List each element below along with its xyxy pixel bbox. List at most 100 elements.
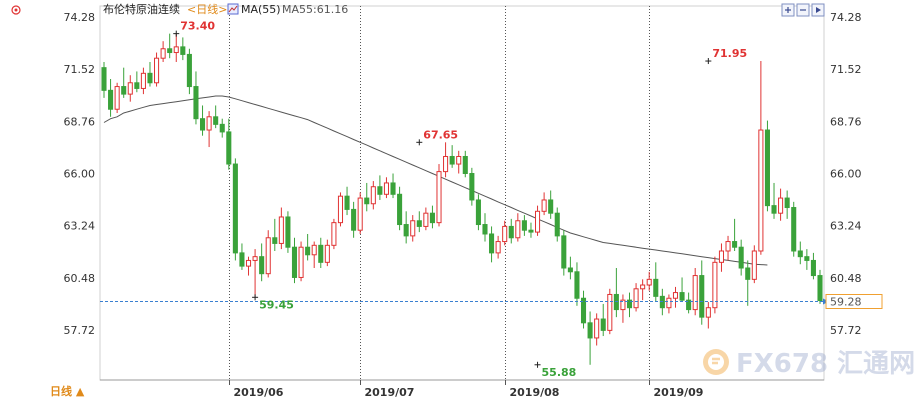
candle-down xyxy=(508,218,514,244)
candle-down xyxy=(679,277,685,303)
candle-body xyxy=(554,212,560,237)
candle-down xyxy=(377,175,383,200)
candle-body xyxy=(692,275,698,311)
candle-body xyxy=(804,256,810,261)
candle-body xyxy=(416,220,422,227)
candle-down xyxy=(449,145,455,168)
candle-body xyxy=(265,237,271,275)
candle-body xyxy=(462,155,468,175)
candle-body xyxy=(429,212,435,224)
candle-down xyxy=(554,207,560,242)
fx678-logo-icon xyxy=(703,349,729,375)
candle-body xyxy=(232,163,238,254)
candle-up xyxy=(594,313,600,346)
candle-body xyxy=(160,48,166,59)
candle-down xyxy=(397,186,403,231)
candle-up xyxy=(502,220,508,246)
candle-up xyxy=(456,150,462,174)
candle-body xyxy=(587,322,593,339)
candle-body xyxy=(259,256,265,275)
candle-down xyxy=(482,213,488,242)
candle-body xyxy=(331,222,337,246)
candle-up xyxy=(535,205,541,236)
zoom-out-button[interactable] xyxy=(796,3,810,17)
candle-body xyxy=(646,278,652,286)
high-price-label: 71.95 xyxy=(712,47,747,60)
y-tick-label: 63.24 xyxy=(64,220,96,233)
candle-body xyxy=(758,129,764,252)
last-price-value: 59.28 xyxy=(830,296,862,309)
candle-up xyxy=(160,41,166,62)
candle-down xyxy=(580,290,587,329)
last-price-line xyxy=(100,298,829,305)
candle-down xyxy=(101,61,107,98)
candle-body xyxy=(390,182,396,195)
candle-body xyxy=(101,67,107,91)
candle-down xyxy=(272,218,278,251)
ma-toggle-icon[interactable] xyxy=(227,3,239,15)
y-tick-label: 63.24 xyxy=(830,220,862,233)
candle-up xyxy=(666,294,672,314)
low-price-label: 55.88 xyxy=(542,366,577,379)
candle-body xyxy=(456,155,462,165)
candle-down xyxy=(659,288,665,316)
candle-body xyxy=(732,241,738,248)
candle-body xyxy=(206,116,212,131)
candle-body xyxy=(278,216,284,244)
candle-body xyxy=(121,86,127,95)
candle-up xyxy=(633,283,639,312)
candle-body xyxy=(245,259,252,267)
candle-body xyxy=(541,199,547,212)
candle-down xyxy=(475,194,481,231)
candle-down xyxy=(489,226,495,263)
candle-body xyxy=(502,225,508,243)
candle-down xyxy=(239,243,245,270)
candle-body xyxy=(521,220,527,231)
candle-body xyxy=(640,284,646,290)
candle-body xyxy=(377,186,383,195)
candle-body xyxy=(567,267,573,273)
zoom-in-button[interactable] xyxy=(781,3,795,17)
target-icon[interactable] xyxy=(11,5,21,15)
candle-body xyxy=(436,171,442,224)
candle-down xyxy=(521,215,527,236)
candle-down xyxy=(134,71,140,93)
candle-down xyxy=(817,269,823,304)
candle-down xyxy=(232,158,238,261)
candle-body xyxy=(357,197,363,231)
candle-body xyxy=(199,118,206,131)
period-toggle-button[interactable]: 日线 ▲ xyxy=(50,384,85,398)
candle-down xyxy=(193,71,199,125)
ma55-polyline xyxy=(103,95,768,266)
period-label[interactable]: <日线> xyxy=(187,2,227,16)
ma-value: MA55:61.16 xyxy=(282,3,348,16)
y-tick-label: 57.72 xyxy=(64,324,96,337)
toolbar xyxy=(781,3,825,17)
month-label: 2019/08 xyxy=(510,386,560,399)
candle-body xyxy=(594,318,600,339)
y-tick-label: 68.76 xyxy=(830,115,862,128)
candle-down xyxy=(791,201,797,257)
candle-body xyxy=(515,220,521,239)
candle-down xyxy=(285,211,291,253)
candle-body xyxy=(718,250,725,263)
candle-body xyxy=(127,82,133,95)
candle-down xyxy=(121,67,127,98)
candle-down xyxy=(561,230,567,276)
candle-body xyxy=(778,197,784,214)
candle-down xyxy=(390,173,396,199)
candle-body xyxy=(134,82,140,89)
candle-up xyxy=(383,177,389,199)
candle-body xyxy=(403,224,409,237)
candle-body xyxy=(738,246,744,269)
scroll-right-button[interactable] xyxy=(811,3,825,17)
candle-body xyxy=(108,89,114,110)
candle-up xyxy=(245,256,252,276)
candle-down xyxy=(364,182,370,212)
candle-down xyxy=(653,262,659,303)
candle-body xyxy=(167,48,173,54)
candle-down xyxy=(186,48,192,95)
y-axis-left: 74.28 71.52 68.76 66.00 63.24 60.48 57.72 xyxy=(64,11,96,337)
candle-body xyxy=(173,46,179,54)
candle-down xyxy=(626,292,633,318)
